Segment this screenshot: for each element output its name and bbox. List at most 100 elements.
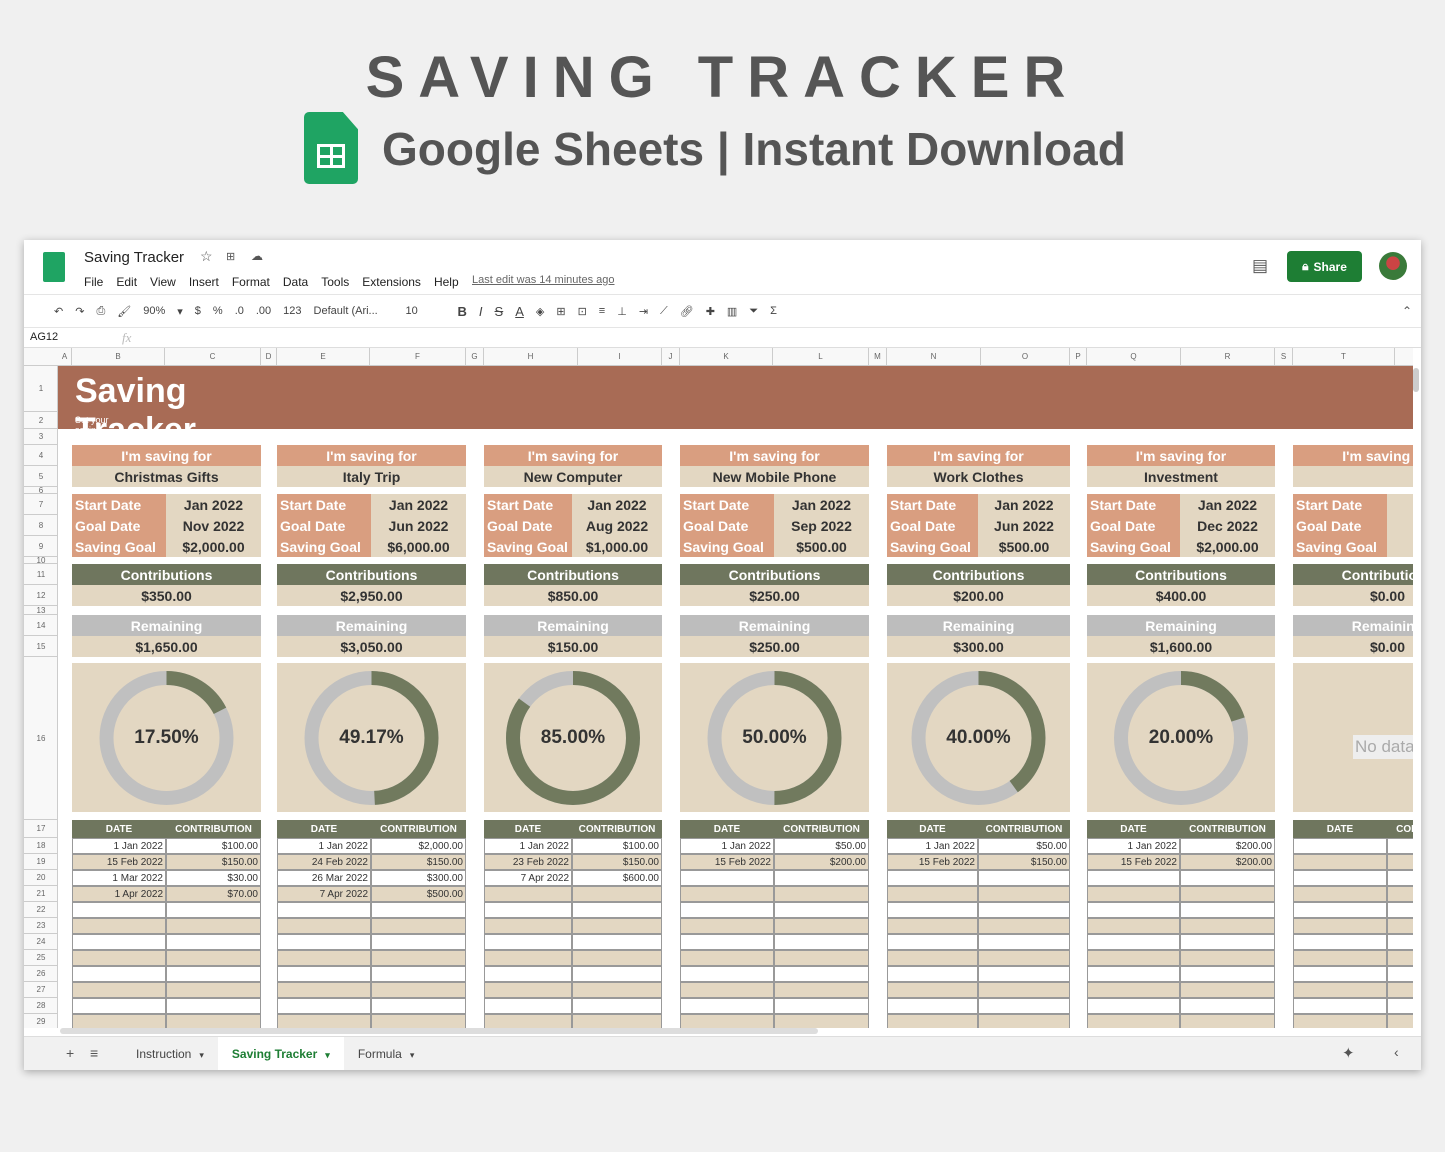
date-cell[interactable] bbox=[1087, 1014, 1180, 1028]
contribution-cell[interactable] bbox=[1387, 854, 1413, 870]
date-cell[interactable]: 1 Jan 2022 bbox=[887, 838, 978, 854]
wrap-icon[interactable]: ⇥ bbox=[638, 305, 649, 318]
contribution-cell[interactable] bbox=[1180, 982, 1275, 998]
date-cell[interactable] bbox=[277, 902, 371, 918]
contribution-cell[interactable] bbox=[1387, 1014, 1413, 1028]
date-cell[interactable]: 26 Mar 2022 bbox=[277, 870, 371, 886]
contribution-cell[interactable] bbox=[572, 950, 662, 966]
row-header-2[interactable]: 2 bbox=[24, 412, 58, 429]
contribution-cell[interactable] bbox=[978, 1014, 1070, 1028]
star-icon[interactable]: ☆ bbox=[200, 248, 213, 264]
row-header-20[interactable]: 20 bbox=[24, 870, 58, 886]
column-header-Q[interactable]: Q bbox=[1087, 348, 1181, 366]
name-box[interactable]: AG12 bbox=[30, 331, 59, 343]
date-cell[interactable] bbox=[1293, 950, 1387, 966]
contribution-cell[interactable] bbox=[371, 966, 466, 982]
contribution-cell[interactable]: $50.00 bbox=[774, 838, 869, 854]
formula-input[interactable] bbox=[150, 330, 1410, 346]
date-cell[interactable]: 23 Feb 2022 bbox=[484, 854, 572, 870]
date-cell[interactable] bbox=[484, 902, 572, 918]
row-header-3[interactable]: 3 bbox=[24, 429, 58, 445]
date-cell[interactable] bbox=[277, 918, 371, 934]
column-header-O[interactable]: O bbox=[981, 348, 1070, 366]
contribution-cell[interactable] bbox=[166, 966, 261, 982]
row-header-7[interactable]: 7 bbox=[24, 494, 58, 515]
contribution-cell[interactable] bbox=[572, 886, 662, 902]
date-cell[interactable]: 1 Jan 2022 bbox=[277, 838, 371, 854]
zoom-select[interactable]: 90% bbox=[143, 305, 166, 317]
contribution-cell[interactable]: $150.00 bbox=[978, 854, 1070, 870]
date-cell[interactable]: 7 Apr 2022 bbox=[484, 870, 572, 886]
date-cell[interactable]: 1 Apr 2022 bbox=[72, 886, 166, 902]
column-header-L[interactable]: L bbox=[773, 348, 869, 366]
date-cell[interactable] bbox=[1293, 854, 1387, 870]
bold-button[interactable]: B bbox=[457, 303, 467, 319]
menu-tools[interactable]: Tools bbox=[321, 275, 350, 289]
column-header-B[interactable]: B bbox=[72, 348, 165, 366]
contribution-cell[interactable] bbox=[1387, 870, 1413, 886]
row-header-9[interactable]: 9 bbox=[24, 536, 58, 557]
horizontal-scrollbar[interactable] bbox=[60, 1028, 818, 1034]
more-formats-button[interactable]: 123 bbox=[283, 305, 302, 317]
date-cell[interactable]: 15 Feb 2022 bbox=[887, 854, 978, 870]
currency-button[interactable]: $ bbox=[194, 305, 201, 317]
column-header-S[interactable]: S bbox=[1275, 348, 1293, 366]
contribution-cell[interactable] bbox=[572, 998, 662, 1014]
date-cell[interactable]: 15 Feb 2022 bbox=[680, 854, 774, 870]
valign-icon[interactable]: ⊥ bbox=[617, 305, 627, 318]
increase-decimal-button[interactable]: .00 bbox=[255, 305, 272, 317]
contribution-cell[interactable]: $200.00 bbox=[1180, 838, 1275, 854]
date-cell[interactable] bbox=[484, 934, 572, 950]
vertical-scrollbar[interactable] bbox=[1413, 368, 1419, 392]
contribution-cell[interactable]: $150.00 bbox=[166, 854, 261, 870]
date-cell[interactable] bbox=[680, 950, 774, 966]
row-header-21[interactable]: 21 bbox=[24, 886, 58, 902]
contribution-cell[interactable] bbox=[572, 902, 662, 918]
date-cell[interactable] bbox=[1293, 838, 1387, 854]
date-cell[interactable] bbox=[887, 998, 978, 1014]
menu-extensions[interactable]: Extensions bbox=[362, 275, 421, 289]
contribution-cell[interactable] bbox=[774, 982, 869, 998]
column-header-E[interactable]: E bbox=[277, 348, 370, 366]
merge-cells-icon[interactable]: ⊡ bbox=[577, 305, 587, 318]
date-cell[interactable]: 24 Feb 2022 bbox=[277, 854, 371, 870]
date-cell[interactable]: 1 Mar 2022 bbox=[72, 870, 166, 886]
column-header-R[interactable]: R bbox=[1181, 348, 1275, 366]
row-header-26[interactable]: 26 bbox=[24, 966, 58, 982]
date-cell[interactable]: 15 Feb 2022 bbox=[72, 854, 166, 870]
row-header-6[interactable]: 6 bbox=[24, 487, 58, 495]
row-header-22[interactable]: 22 bbox=[24, 902, 58, 918]
collapse-toolbar-icon[interactable]: ⌃ bbox=[1402, 304, 1413, 318]
sheets-app-icon[interactable] bbox=[43, 252, 65, 282]
row-header-25[interactable]: 25 bbox=[24, 950, 58, 966]
contribution-cell[interactable] bbox=[572, 966, 662, 982]
date-cell[interactable]: 7 Apr 2022 bbox=[277, 886, 371, 902]
filter-icon[interactable]: ⏷ bbox=[749, 304, 759, 317]
contribution-cell[interactable] bbox=[1387, 998, 1413, 1014]
contribution-cell[interactable] bbox=[371, 950, 466, 966]
date-cell[interactable] bbox=[1293, 934, 1387, 950]
contribution-cell[interactable] bbox=[1387, 902, 1413, 918]
strikethrough-button[interactable]: S bbox=[494, 303, 504, 319]
sheet-tab-formula[interactable]: Formula ▾ bbox=[344, 1037, 429, 1070]
decrease-decimal-button[interactable]: .0 bbox=[234, 305, 244, 317]
contribution-cell[interactable] bbox=[572, 1014, 662, 1028]
date-cell[interactable] bbox=[484, 918, 572, 934]
font-size-select[interactable]: 10 bbox=[405, 305, 418, 317]
date-cell[interactable]: 1 Jan 2022 bbox=[680, 838, 774, 854]
date-cell[interactable] bbox=[1293, 870, 1387, 886]
contribution-cell[interactable] bbox=[166, 918, 261, 934]
contribution-cell[interactable] bbox=[371, 902, 466, 918]
column-header-H[interactable]: H bbox=[484, 348, 578, 366]
column-header-I[interactable]: I bbox=[578, 348, 662, 366]
contribution-cell[interactable] bbox=[1387, 838, 1413, 854]
row-header-13[interactable]: 13 bbox=[24, 606, 58, 615]
contribution-cell[interactable] bbox=[572, 934, 662, 950]
date-cell[interactable] bbox=[1087, 902, 1180, 918]
date-cell[interactable] bbox=[484, 998, 572, 1014]
date-cell[interactable] bbox=[680, 870, 774, 886]
contribution-cell[interactable] bbox=[1180, 950, 1275, 966]
date-cell[interactable] bbox=[484, 950, 572, 966]
last-edit-link[interactable]: Last edit was 14 minutes ago bbox=[472, 274, 615, 286]
